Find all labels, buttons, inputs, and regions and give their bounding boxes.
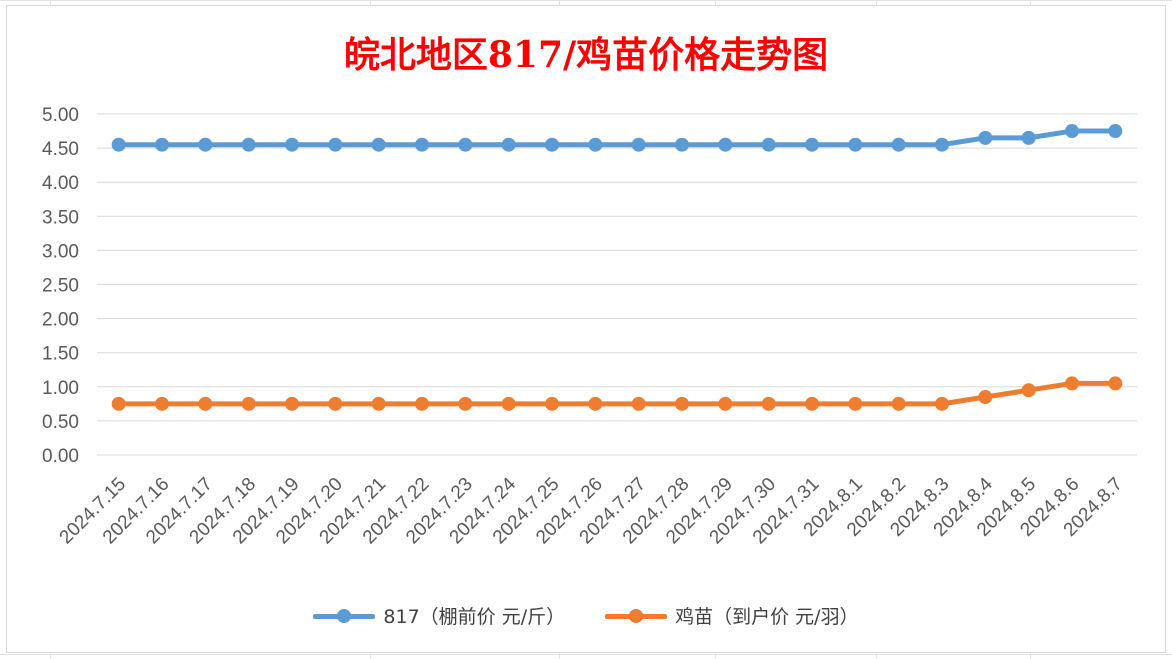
legend-item: 817（棚前价 元/斤） [313,602,565,629]
data-point [328,137,343,152]
data-point [1021,130,1036,145]
data-point [631,137,646,152]
data-point [1065,376,1079,391]
series-2 [111,376,1123,411]
y-tick-label: 1.50 [42,344,79,365]
chart-area[interactable]: 皖北地区817/鸡苗价格走势图 0.00 0.50 1.00 1.50 2.00 2.50… [6,5,1166,653]
data-point [718,396,733,411]
data-point [328,396,343,411]
data-point [285,137,299,152]
series-1 [111,124,1123,152]
legend-marker [313,605,376,627]
data-point [848,396,863,411]
legend-label: 817（棚前价 元/斤） [383,606,566,628]
data-point [891,396,906,411]
data-point [155,396,169,411]
data-point [111,396,126,411]
y-tick-label: 1.00 [42,378,79,399]
data-point [1108,376,1123,391]
chart-legend: 817（棚前价 元/斤） 鸡苗（到户价 元/羽） [7,602,1165,629]
data-point [718,137,733,152]
data-point [761,137,776,152]
data-point [588,396,603,411]
y-tick-label: 5.00 [42,105,79,126]
data-point [501,137,516,152]
data-point [631,396,646,411]
data-point [111,137,126,152]
data-point [458,396,473,411]
data-point [415,396,429,411]
legend-marker [605,605,668,627]
data-point [198,396,213,411]
data-point [415,137,429,152]
data-point [371,137,386,152]
data-point [891,137,906,152]
legend-item: 鸡苗（到户价 元/羽） [605,602,859,629]
data-point [371,396,386,411]
y-tick-label: 4.50 [42,139,79,160]
data-point [978,130,993,145]
data-point [545,137,559,152]
data-point [675,137,689,152]
data-point [978,390,993,405]
y-tick-label: 4.00 [42,173,79,194]
y-tick-label: 3.00 [42,241,79,262]
y-tick-label: 0.50 [42,412,79,433]
data-point [588,137,603,152]
data-point [545,396,559,411]
data-point [935,396,949,411]
data-point [805,396,819,411]
data-point [501,396,516,411]
data-point [761,396,776,411]
data-point [241,396,256,411]
data-point [848,137,863,152]
data-point [805,137,819,152]
data-point [285,396,299,411]
y-tick-label: 0.00 [42,446,79,467]
series-line [116,128,1118,148]
data-point [241,137,256,152]
line-chart: 0.00 0.50 1.00 1.50 2.00 2.50 3.00 3.50 4.00 4.50… [42,105,1137,548]
y-tick-label: 3.50 [42,207,79,228]
data-point [198,137,213,152]
data-point [1021,383,1036,398]
data-point [1108,124,1123,139]
data-point [458,137,473,152]
data-point [935,137,949,152]
data-point [155,137,169,152]
legend-label: 鸡苗（到户价 元/羽） [675,606,859,628]
y-tick-label: 2.00 [42,310,79,331]
chart-title: 皖北地区817/鸡苗价格走势图 [343,34,829,76]
data-point [1065,124,1079,139]
data-point [675,396,689,411]
series-line [116,380,1118,407]
y-tick-label: 2.50 [42,276,79,297]
